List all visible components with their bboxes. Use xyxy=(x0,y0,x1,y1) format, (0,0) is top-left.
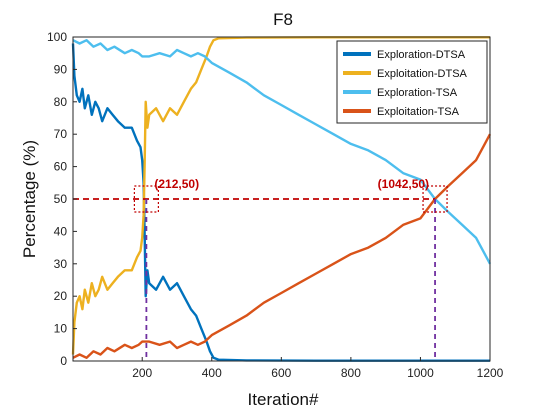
series-line-exploitation-tsa xyxy=(72,133,492,359)
x-axis-label: Iteration# xyxy=(248,390,319,409)
annotation-box xyxy=(422,185,448,213)
legend-label: Exploration-DTSA xyxy=(377,49,466,61)
annotation-box xyxy=(133,185,159,213)
x-tick-label: 1000 xyxy=(407,366,434,380)
annotation-label: (212,50) xyxy=(154,177,199,191)
series-line-exploitation-dtsa xyxy=(71,36,490,355)
x-tick-label: 1200 xyxy=(477,366,504,380)
chart-title: F8 xyxy=(273,10,293,29)
y-tick-label: 90 xyxy=(54,62,68,76)
y-tick-label: 70 xyxy=(54,127,68,141)
y-tick-label: 20 xyxy=(54,289,68,303)
y-tick-label: 60 xyxy=(54,160,68,174)
x-tick-label: 600 xyxy=(271,366,291,380)
y-tick-label: 0 xyxy=(60,354,67,368)
y-tick-label: 100 xyxy=(47,30,67,44)
y-tick-label: 50 xyxy=(54,192,68,206)
x-tick-label: 400 xyxy=(202,366,222,380)
annotation-label: (1042,50) xyxy=(378,177,429,191)
plot-area xyxy=(71,36,492,362)
x-tick-label: 800 xyxy=(341,366,361,380)
y-tick-label: 40 xyxy=(54,224,68,238)
axes: 200 400 600 800 1000 1200 0 10 20 30 40 50 60 70 80 90 1… xyxy=(47,30,504,380)
y-tick-label: 10 xyxy=(54,322,68,336)
legend: Exploration-DTSA Exploitation-DTSA Explora… xyxy=(336,40,488,124)
x-tick-label: 200 xyxy=(132,366,152,380)
legend-label: Exploitation-TSA xyxy=(377,106,460,118)
legend-label: Exploration-TSA xyxy=(377,87,458,99)
legend-label: Exploitation-DTSA xyxy=(377,68,468,80)
y-axis-label: Percentage (%) xyxy=(20,140,39,258)
annotation-layer: (212,50) (1042,50) xyxy=(73,177,448,361)
y-tick-label: 30 xyxy=(54,257,68,271)
y-tick-label: 80 xyxy=(54,95,68,109)
series-line-exploration-tsa xyxy=(72,39,492,265)
